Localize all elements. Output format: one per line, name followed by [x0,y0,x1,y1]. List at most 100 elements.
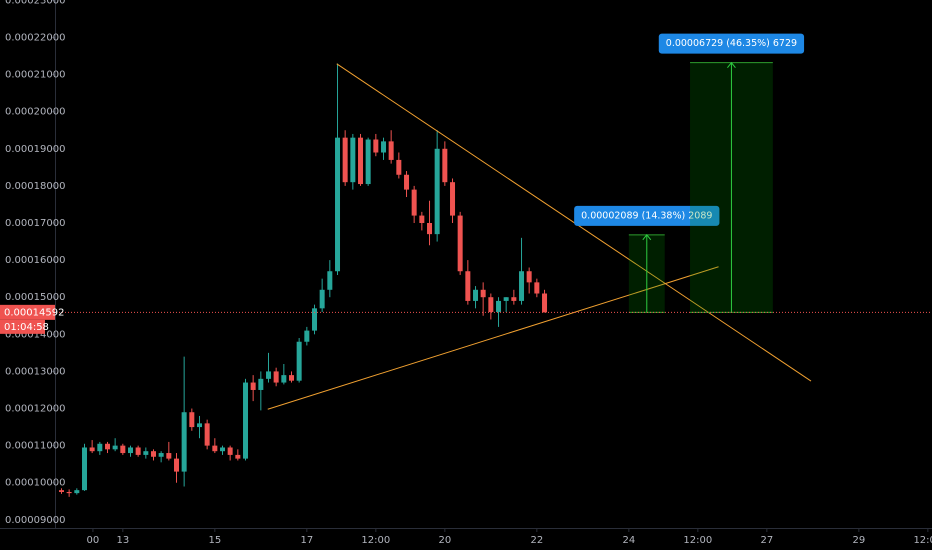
x-tick-label: 15 [208,535,221,546]
candle-body [143,451,149,455]
candle-body [519,271,525,301]
measure-label: 0.00002089 (14.38%) 2089 [574,205,720,226]
candle-body [496,300,502,313]
candle-body [296,341,302,381]
candle-body [503,297,509,301]
candle-body [151,451,157,457]
candle-body [488,297,494,313]
x-tick-label: 20 [438,535,451,546]
candle-body [135,447,141,455]
x-tick-label: 00 [87,535,100,546]
countdown-label: 01:04:58 [4,322,49,333]
candle-body [158,453,164,457]
candle-body [319,289,325,309]
y-tick-label: 0.00023000 [5,0,65,6]
candle-body [404,174,410,190]
candle-body [197,423,203,428]
y-tick-label: 0.00022000 [5,32,65,43]
candle-body [381,141,387,153]
candle-body [342,137,348,183]
measure-label-text: 0.00002089 (14.38%) 2089 [581,210,712,221]
y-tick-label: 0.00009000 [5,515,65,526]
measure-label-box [574,205,720,226]
candle-body [97,443,103,452]
candle-body [105,443,111,450]
candle-body [457,215,463,272]
candle-body [82,447,88,491]
candle-body [534,282,540,294]
candle-body [89,447,95,452]
candle-body [235,454,241,459]
y-tick-label: 0.00011000 [5,441,65,452]
candle-body [388,141,394,160]
y-tick-label: 0.00016000 [5,255,65,266]
measure-arrow-head [727,61,736,68]
x-tick-label: 12:00 [361,535,390,546]
x-tick-label: 12:00 [913,535,932,546]
candle-body [473,289,479,301]
candle-body [273,371,279,383]
y-tick-label: 0.00015000 [5,292,65,303]
candle-body [289,375,295,381]
candle-body [373,139,379,153]
measure-label: 0.00006729 (46.35%) 6729 [658,33,805,54]
candle-body [427,222,433,235]
candle-body [166,453,172,459]
candle-body [450,182,456,216]
x-tick-label: 12:00 [683,535,712,546]
y-tick-label: 0.00017000 [5,218,65,229]
x-tick-label: 24 [622,535,635,546]
x-tick-label: 17 [300,535,313,546]
last-price-box [0,304,55,320]
candle-body [128,447,134,454]
candle-body [204,423,210,446]
candle-body [526,271,532,283]
candle-body [181,412,187,472]
candle-body [434,148,440,235]
measure-label-box [658,33,805,54]
x-tick-label: 13 [116,535,129,546]
candle-body [174,458,180,472]
x-tick-label: 29 [852,535,865,546]
candle-body [212,445,218,452]
y-tick-label: 0.00020000 [5,107,65,118]
y-tick-label: 0.00013000 [5,366,65,377]
candle-body [350,137,356,183]
candle-body [281,375,287,383]
trendline [267,266,719,410]
last-price-label: 0.00014592 [4,307,64,318]
y-tick-label: 0.00010000 [5,478,65,489]
candle-body [220,447,226,452]
candle-body [411,189,417,216]
candle-body [465,271,471,301]
y-tick-label: 0.00014000 [5,329,65,340]
candle-body [365,139,371,185]
countdown-box [0,319,45,334]
candle-body [542,293,548,313]
candle-body [358,137,364,185]
candle-body [511,297,517,301]
candle-body [419,215,425,223]
candle-body [266,371,272,379]
y-tick-label: 0.00019000 [5,144,65,155]
measure-arrow-head [642,234,652,241]
candle-body [480,289,486,298]
y-tick-label: 0.00018000 [5,181,65,192]
candle-body [112,445,118,450]
candle-body [327,271,333,290]
candle-body [335,137,341,272]
y-tick-label: 0.00012000 [5,404,65,415]
candle-body [396,159,402,175]
candle-body [243,382,249,459]
candle-body [189,412,195,428]
candle-body [312,308,318,331]
x-tick-label: 27 [760,535,773,546]
candle-body [59,490,65,493]
measure-label-text: 0.00006729 (46.35%) 6729 [666,38,797,49]
y-tick-label: 0.00021000 [5,70,65,81]
x-tick-label: 22 [530,535,543,546]
candle-body [250,382,256,390]
candle-body [120,445,126,454]
candle-body [66,492,72,494]
